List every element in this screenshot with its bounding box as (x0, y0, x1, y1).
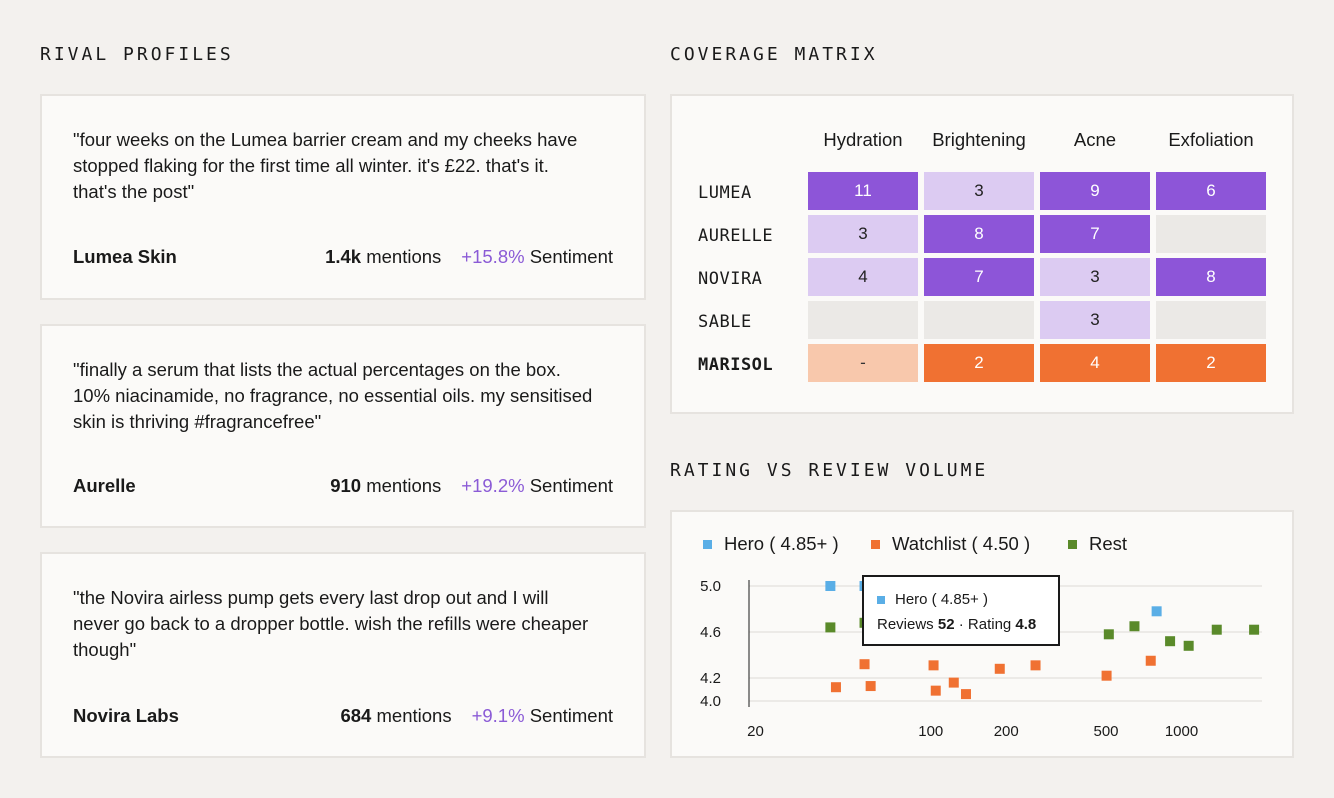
rival-profiles-heading: RIVAL PROFILES (40, 44, 234, 65)
matrix-cell[interactable]: 2 (1156, 344, 1266, 382)
sentiment-label: Sentiment (529, 705, 613, 726)
legend-hero[interactable]: Hero ( 4.85+ ) (703, 533, 839, 555)
matrix-cell[interactable] (1156, 301, 1266, 339)
matrix-col-hydration: Hydration (823, 129, 903, 150)
matrix-cell[interactable]: 2 (924, 344, 1034, 382)
sentiment-value: +15.8% (461, 246, 525, 267)
rating-chart-heading: RATING VS REVIEW VOLUME (670, 460, 989, 481)
brand-name: Aurelle (73, 475, 136, 496)
matrix-cell[interactable]: - (808, 344, 918, 382)
profile-footer: Aurelle 910 mentions +19.2% Sentiment (73, 475, 613, 497)
matrix-cell[interactable]: 6 (1156, 172, 1266, 210)
legend-swatch-watchlist (871, 539, 880, 549)
profile-card-novira[interactable]: "the Novira airless pump gets every last… (40, 552, 646, 758)
profile-quote: "finally a serum that lists the actual p… (73, 359, 593, 432)
mentions-value: 910 (330, 475, 362, 496)
brand-name: Novira Labs (73, 705, 179, 726)
chart-tooltip: Hero ( 4.85+ ) Reviews 52 · Rating 4.8 (862, 575, 1060, 646)
profile-quote: "the Novira airless pump gets every last… (73, 587, 589, 660)
profile-footer: Novira Labs 684 mentions +9.1% Sentiment (73, 705, 613, 727)
sentiment: +9.1% Sentiment (472, 705, 613, 727)
profile-card-aurelle[interactable]: "finally a serum that lists the actual p… (40, 324, 646, 528)
sentiment-value: +9.1% (471, 705, 525, 726)
matrix-cell[interactable]: 4 (808, 258, 918, 296)
matrix-cell[interactable]: 3 (808, 215, 918, 253)
mentions-label: mentions (376, 705, 452, 726)
tooltip-reviews-label: Reviews (877, 616, 934, 633)
matrix-cell[interactable]: 7 (924, 258, 1034, 296)
tooltip-reviews-value: 52 (937, 616, 955, 633)
matrix-cell[interactable]: 7 (1040, 215, 1150, 253)
matrix-row-aurelle: AURELLE (698, 226, 774, 246)
legend-label-rest: Rest (1089, 533, 1128, 554)
mentions-label: mentions (366, 246, 442, 267)
matrix-cell[interactable]: 8 (924, 215, 1034, 253)
tooltip-rating-label: Rating (967, 616, 1012, 633)
profile-quote: "four weeks on the Lumea barrier cream a… (73, 129, 578, 202)
legend-label-watchlist: Watchlist ( 4.50 ) (892, 533, 1031, 554)
matrix-cell[interactable]: 11 (808, 172, 918, 210)
sentiment-label: Sentiment (529, 475, 613, 496)
mentions-label: mentions (366, 475, 442, 496)
legend-rest[interactable]: Rest (1068, 533, 1127, 555)
legend-label-hero: Hero ( 4.85+ ) (724, 533, 839, 554)
legend-swatch-hero (703, 539, 712, 549)
mentions-count: 684 mentions (340, 705, 451, 727)
matrix-cell[interactable] (808, 301, 918, 339)
matrix-col-exfoliation: Exfoliation (1168, 129, 1254, 150)
matrix-row-marisol: MARISOL (698, 355, 774, 375)
brand-name: Lumea Skin (73, 246, 177, 267)
matrix-cell[interactable]: 8 (1156, 258, 1266, 296)
matrix-cell[interactable]: 9 (1040, 172, 1150, 210)
matrix-row-lumea: LUMEA (698, 183, 752, 203)
sentiment-value: +19.2% (461, 475, 525, 496)
matrix-cell[interactable] (924, 301, 1034, 339)
tooltip-title: Hero ( 4.85+ ) (895, 591, 988, 608)
tooltip-rating-value: 4.8 (1015, 616, 1037, 633)
coverage-matrix-heading: COVERAGE MATRIX (670, 44, 878, 65)
sentiment: +15.8% Sentiment (461, 246, 613, 268)
legend-swatch-rest (1068, 539, 1077, 549)
matrix-cell[interactable]: 3 (1040, 301, 1150, 339)
mentions-value: 684 (340, 705, 372, 726)
profile-card-lumea[interactable]: "four weeks on the Lumea barrier cream a… (40, 94, 646, 300)
matrix-row-novira: NOVIRA (698, 269, 763, 289)
profile-footer: Lumea Skin 1.4k mentions +15.8% Sentimen… (73, 246, 613, 268)
matrix-cell[interactable]: 3 (1040, 258, 1150, 296)
matrix-cell[interactable] (1156, 215, 1266, 253)
matrix-cell[interactable]: 4 (1040, 344, 1150, 382)
matrix-col-brightening: Brightening (932, 129, 1026, 150)
mentions-count: 910 mentions (330, 475, 441, 497)
mentions-count: 1.4k mentions (325, 246, 441, 268)
tooltip-sep: · (958, 616, 964, 633)
tooltip-swatch (877, 595, 885, 604)
tooltip-header: Hero ( 4.85+ ) (877, 591, 988, 608)
sentiment-label: Sentiment (529, 246, 613, 267)
legend-watchlist[interactable]: Watchlist ( 4.50 ) (871, 533, 1030, 555)
tooltip-body: Reviews 52 · Rating 4.8 (877, 616, 1036, 633)
matrix-row-sable: SABLE (698, 312, 752, 332)
sentiment: +19.2% Sentiment (461, 475, 613, 497)
matrix-cell[interactable]: 3 (924, 172, 1034, 210)
mentions-value: 1.4k (325, 246, 362, 267)
matrix-col-acne: Acne (1073, 129, 1117, 150)
